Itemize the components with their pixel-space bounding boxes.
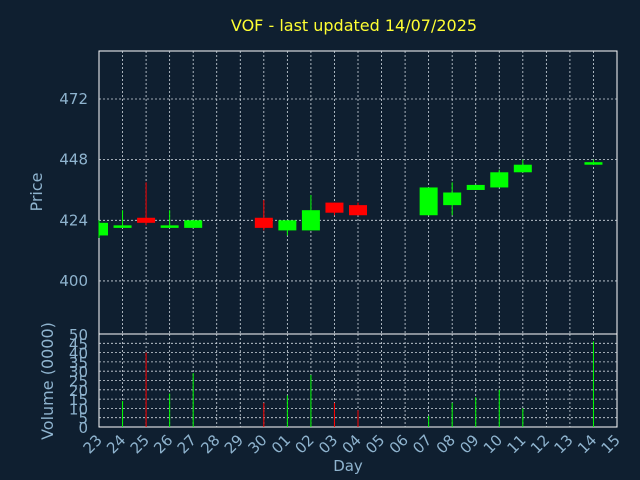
candle-body — [584, 162, 603, 165]
volume-axis-label: Volume (0000) — [38, 322, 57, 440]
volume-tick-label: 15 — [69, 391, 88, 409]
volume-tick-label: 40 — [69, 345, 88, 363]
x-tick-label: 25 — [127, 431, 153, 457]
candle-body — [278, 220, 297, 231]
x-tick-label: 27 — [174, 431, 200, 457]
x-tick-label: 02 — [292, 431, 318, 457]
chart-title: VOF - last updated 14/07/2025 — [231, 16, 477, 35]
x-tick-label: 15 — [598, 431, 624, 457]
price-grid — [99, 51, 617, 334]
x-tick-label: 28 — [197, 431, 223, 457]
candle-body — [99, 222, 108, 236]
volume-tick-label: 30 — [69, 363, 88, 381]
candle-body — [466, 184, 485, 190]
x-tick-label: 05 — [362, 431, 388, 457]
x-tick-label: 30 — [244, 431, 270, 457]
volume-tick-label: 25 — [69, 373, 88, 391]
price-y-ticks: 400 424 448 472 — [59, 90, 88, 290]
x-tick-label: 26 — [150, 431, 176, 457]
volume-tick-label: 50 — [69, 326, 88, 344]
price-tick-label: 472 — [59, 90, 88, 108]
candle-body — [419, 187, 438, 216]
x-tick-label: 06 — [386, 431, 412, 457]
x-tick-label: 11 — [503, 431, 529, 457]
price-axis-label: Price — [27, 172, 46, 211]
candle-body — [113, 225, 132, 228]
x-tick-label: 10 — [480, 431, 506, 457]
candle-body — [490, 172, 509, 188]
x-tick-label: 01 — [268, 431, 294, 457]
price-tick-label: 424 — [59, 211, 88, 229]
volume-bars — [122, 341, 594, 427]
candle-body — [160, 225, 179, 228]
x-ticks: 2324252627282930010203040506070809101112… — [80, 431, 624, 457]
x-tick-label: 24 — [103, 431, 129, 457]
volume-tick-label: 0 — [78, 419, 88, 437]
candle-body — [301, 210, 320, 231]
candle-body — [137, 217, 156, 223]
candle-body — [513, 164, 532, 173]
volume-tick-label: 20 — [69, 382, 88, 400]
x-tick-label: 13 — [551, 431, 577, 457]
candle-body — [349, 205, 367, 216]
candles — [98, 159, 603, 238]
volume-tick-label: 10 — [69, 400, 88, 418]
volume-tick-label: 45 — [69, 335, 88, 353]
x-tick-label: 04 — [339, 431, 365, 457]
x-tick-label: 07 — [409, 431, 435, 457]
candle-body — [325, 202, 344, 213]
x-tick-label: 03 — [315, 431, 341, 457]
x-tick-label: 29 — [221, 431, 247, 457]
candle-body — [184, 220, 203, 228]
price-panel: 400 424 448 472 Price — [27, 50, 618, 335]
x-tick-label: 08 — [433, 431, 459, 457]
candle-body — [254, 217, 273, 228]
price-tick-label: 400 — [59, 272, 88, 290]
x-tick-label: 12 — [527, 431, 553, 457]
price-tick-label: 448 — [59, 151, 88, 169]
volume-tick-label: 35 — [69, 354, 88, 372]
x-axis-label: Day — [333, 457, 363, 475]
candle-body — [443, 192, 462, 206]
x-tick-label: 14 — [574, 431, 600, 457]
x-tick-label: 09 — [456, 431, 482, 457]
volume-tick-label: 5 — [78, 410, 88, 428]
